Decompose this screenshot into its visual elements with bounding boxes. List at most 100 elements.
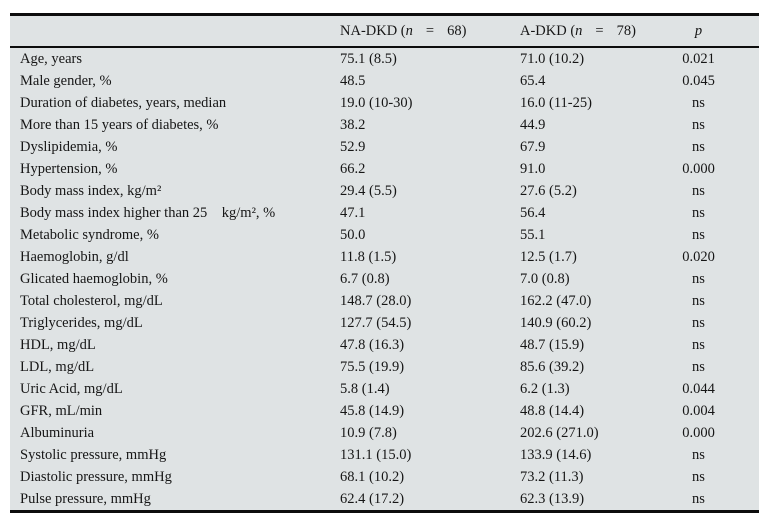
row-label: LDL, mg/dL: [20, 358, 95, 375]
table-body: Age, years 75.1 (8.5) 71.0 (10.2) 0.021 …: [10, 48, 759, 510]
row-label: Diastolic pressure, mmHg: [20, 468, 172, 485]
column-header-p: p: [694, 22, 703, 39]
na-dkd-value: 127.7 (54.5): [340, 314, 412, 331]
na-dkd-value: 38.2: [340, 117, 366, 134]
a-dkd-value: 65.4: [520, 73, 546, 90]
row-label: Dyslipidemia, %: [20, 139, 118, 156]
p-value: ns: [692, 292, 705, 309]
na-dkd-value: 50.0: [340, 227, 366, 244]
table-row: Metabolic syndrome, % 50.0 55.1 ns: [10, 225, 759, 247]
p-value: 0.000: [682, 424, 715, 441]
table-row: Body mass index, kg/m² 29.4 (5.5) 27.6 (…: [10, 181, 759, 203]
table-row: Triglycerides, mg/dL 127.7 (54.5) 140.9 …: [10, 312, 759, 334]
p-value: ns: [692, 117, 705, 134]
a-dkd-value: 67.9: [520, 139, 546, 156]
table-row: Hypertension, % 66.2 91.0 0.000: [10, 159, 759, 181]
na-dkd-header-equals: =: [425, 22, 435, 39]
table-header-row: NA-DKD (n = 68) A-DKD (n = 78) p: [10, 16, 759, 48]
table-row: Haemoglobin, g/dl 11.8 (1.5) 12.5 (1.7) …: [10, 247, 759, 269]
table-row: Body mass index higher than 25 kg/m², % …: [10, 203, 759, 225]
a-dkd-value: 71.0 (10.2): [520, 51, 585, 68]
a-dkd-value: 48.8 (14.4): [520, 402, 585, 419]
a-dkd-value: 55.1: [520, 227, 546, 244]
row-label: Age, years: [20, 51, 83, 68]
column-header-na-dkd: NA-DKD (n = 68): [340, 23, 520, 40]
p-value: ns: [692, 205, 705, 222]
table-row: HDL, mg/dL 47.8 (16.3) 48.7 (15.9) ns: [10, 334, 759, 356]
row-label: Metabolic syndrome, %: [20, 227, 159, 244]
na-dkd-value: 47.1: [340, 205, 366, 222]
a-dkd-value: 62.3 (13.9): [520, 490, 585, 507]
row-label: Pulse pressure, mmHg: [20, 490, 151, 507]
na-dkd-value: 10.9 (7.8): [340, 424, 397, 441]
table-row: LDL, mg/dL 75.5 (19.9) 85.6 (39.2) ns: [10, 356, 759, 378]
a-dkd-value: 6.2 (1.3): [520, 380, 570, 397]
table-row: Age, years 75.1 (8.5) 71.0 (10.2) 0.021: [10, 49, 759, 71]
na-dkd-value: 148.7 (28.0): [340, 292, 412, 309]
a-dkd-header-count: 78): [616, 22, 636, 39]
table-row: GFR, mL/min 45.8 (14.9) 48.8 (14.4) 0.00…: [10, 400, 759, 422]
table-row: Diastolic pressure, mmHg 68.1 (10.2) 73.…: [10, 466, 759, 488]
p-value: ns: [692, 139, 705, 156]
a-dkd-value: 56.4: [520, 205, 546, 222]
table-row: Dyslipidemia, % 52.9 67.9 ns: [10, 137, 759, 159]
p-value: 0.004: [682, 402, 715, 419]
p-value: ns: [692, 336, 705, 353]
column-header-a-dkd: A-DKD (n = 78): [520, 23, 650, 40]
row-label: Total cholesterol, mg/dL: [20, 292, 163, 309]
row-label: Hypertension, %: [20, 161, 118, 178]
row-label: GFR, mL/min: [20, 402, 103, 419]
a-dkd-value: 12.5 (1.7): [520, 249, 577, 266]
table-row: Male gender, % 48.5 65.4 0.045: [10, 71, 759, 93]
a-dkd-value: 44.9: [520, 117, 546, 134]
na-dkd-value: 48.5: [340, 73, 366, 90]
na-dkd-value: 75.1 (8.5): [340, 51, 397, 68]
a-dkd-value: 162.2 (47.0): [520, 292, 592, 309]
na-dkd-header-n-symbol: n: [405, 22, 413, 39]
na-dkd-value: 19.0 (10-30): [340, 95, 413, 112]
na-dkd-value: 68.1 (10.2): [340, 468, 405, 485]
na-dkd-value: 29.4 (5.5): [340, 183, 397, 200]
a-dkd-value: 16.0 (11-25): [520, 95, 592, 112]
p-value: ns: [692, 227, 705, 244]
na-dkd-value: 11.8 (1.5): [340, 249, 397, 266]
row-label: Glicated haemoglobin, %: [20, 271, 168, 287]
na-dkd-value: 52.9: [340, 139, 366, 156]
a-dkd-value: 91.0: [520, 161, 546, 178]
na-dkd-value: 6.7 (0.8): [340, 271, 390, 287]
p-value: 0.021: [682, 51, 715, 68]
a-dkd-value: 73.2 (11.3): [520, 468, 584, 485]
row-label: Albuminuria: [20, 424, 95, 441]
row-label: Uric Acid, mg/dL: [20, 380, 123, 397]
p-value: ns: [692, 446, 705, 463]
row-label: Triglycerides, mg/dL: [20, 314, 143, 331]
na-dkd-value: 66.2: [340, 161, 366, 178]
p-value: 0.045: [682, 73, 715, 90]
a-dkd-value: 27.6 (5.2): [520, 183, 577, 200]
p-value: ns: [692, 271, 705, 287]
a-dkd-header-prefix: A-DKD (: [520, 22, 576, 39]
na-dkd-value: 47.8 (16.3): [340, 336, 405, 353]
row-label: Haemoglobin, g/dl: [20, 249, 129, 266]
patient-characteristics-table: NA-DKD (n = 68) A-DKD (n = 78) p Age, years …: [10, 13, 759, 513]
a-dkd-value: 7.0 (0.8): [520, 271, 570, 287]
table-row: Duration of diabetes, years, median 19.0…: [10, 93, 759, 115]
row-label: Body mass index higher than 25 kg/m², %: [20, 205, 276, 222]
row-label: Body mass index, kg/m²: [20, 183, 162, 200]
row-label: Male gender, %: [20, 73, 112, 90]
a-dkd-header-equals: =: [595, 22, 604, 39]
p-value: 0.020: [682, 249, 715, 266]
na-dkd-value: 5.8 (1.4): [340, 380, 390, 397]
table-row: Uric Acid, mg/dL 5.8 (1.4) 6.2 (1.3) 0.0…: [10, 378, 759, 400]
table-row: Total cholesterol, mg/dL 148.7 (28.0) 16…: [10, 290, 759, 312]
row-label: HDL, mg/dL: [20, 336, 96, 353]
a-dkd-value: 140.9 (60.2): [520, 314, 592, 331]
p-value: ns: [692, 490, 705, 507]
na-dkd-value: 45.8 (14.9): [340, 402, 405, 419]
a-dkd-header-n-symbol: n: [575, 22, 583, 39]
p-value: ns: [692, 314, 705, 331]
a-dkd-value: 85.6 (39.2): [520, 358, 585, 375]
row-label: More than 15 years of diabetes, %: [20, 117, 219, 134]
na-dkd-value: 75.5 (19.9): [340, 358, 405, 375]
na-dkd-header-prefix: NA-DKD (: [340, 22, 406, 39]
